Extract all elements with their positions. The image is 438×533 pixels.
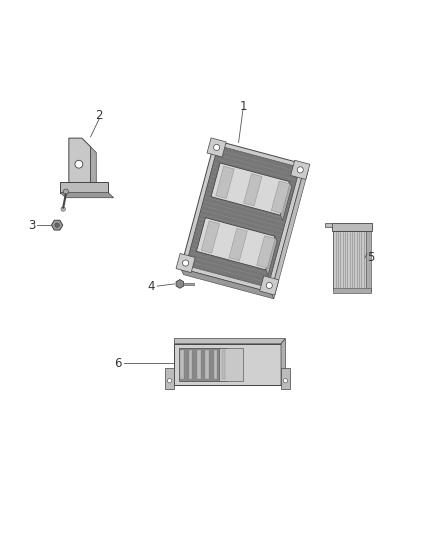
Bar bbox=[219, 348, 243, 381]
Circle shape bbox=[266, 282, 272, 288]
Polygon shape bbox=[60, 192, 114, 198]
Bar bbox=[205, 350, 209, 379]
Circle shape bbox=[75, 160, 83, 168]
Polygon shape bbox=[176, 279, 184, 288]
Polygon shape bbox=[229, 228, 247, 261]
Polygon shape bbox=[69, 138, 91, 184]
Polygon shape bbox=[281, 338, 286, 385]
Polygon shape bbox=[211, 163, 290, 215]
Polygon shape bbox=[325, 223, 332, 227]
Polygon shape bbox=[260, 276, 279, 295]
Polygon shape bbox=[91, 147, 96, 189]
Circle shape bbox=[55, 223, 59, 228]
Polygon shape bbox=[271, 165, 308, 299]
Polygon shape bbox=[291, 160, 310, 180]
Polygon shape bbox=[266, 236, 277, 275]
Bar bbox=[366, 231, 371, 292]
Polygon shape bbox=[244, 174, 262, 206]
Circle shape bbox=[63, 189, 68, 194]
Text: 5: 5 bbox=[367, 251, 374, 264]
Text: 6: 6 bbox=[114, 357, 122, 369]
Polygon shape bbox=[332, 223, 372, 231]
Bar bbox=[333, 231, 366, 289]
Polygon shape bbox=[196, 217, 275, 270]
Text: 4: 4 bbox=[148, 280, 155, 293]
Polygon shape bbox=[186, 146, 300, 287]
Polygon shape bbox=[60, 182, 108, 192]
Bar bbox=[180, 350, 184, 379]
Bar bbox=[333, 288, 371, 293]
Text: 1: 1 bbox=[239, 100, 247, 113]
Bar bbox=[179, 348, 226, 381]
Polygon shape bbox=[201, 221, 219, 253]
Polygon shape bbox=[207, 138, 226, 157]
Circle shape bbox=[297, 167, 303, 173]
Polygon shape bbox=[180, 269, 274, 299]
Bar bbox=[214, 350, 217, 379]
Polygon shape bbox=[257, 236, 275, 268]
Circle shape bbox=[183, 260, 189, 266]
Polygon shape bbox=[180, 140, 305, 293]
Polygon shape bbox=[216, 166, 234, 198]
Polygon shape bbox=[271, 181, 290, 213]
Text: 3: 3 bbox=[28, 219, 35, 232]
Text: 2: 2 bbox=[95, 109, 103, 122]
Circle shape bbox=[167, 378, 172, 383]
Bar bbox=[165, 368, 174, 389]
Bar bbox=[184, 282, 194, 285]
Bar bbox=[197, 350, 201, 379]
Circle shape bbox=[214, 144, 219, 150]
Polygon shape bbox=[176, 254, 195, 273]
Bar bbox=[189, 350, 192, 379]
Polygon shape bbox=[51, 220, 63, 230]
Bar bbox=[281, 368, 290, 389]
Bar bbox=[222, 350, 225, 379]
Circle shape bbox=[61, 207, 65, 211]
Circle shape bbox=[283, 378, 288, 383]
Bar bbox=[174, 344, 281, 385]
Polygon shape bbox=[174, 338, 286, 344]
Polygon shape bbox=[280, 182, 292, 220]
